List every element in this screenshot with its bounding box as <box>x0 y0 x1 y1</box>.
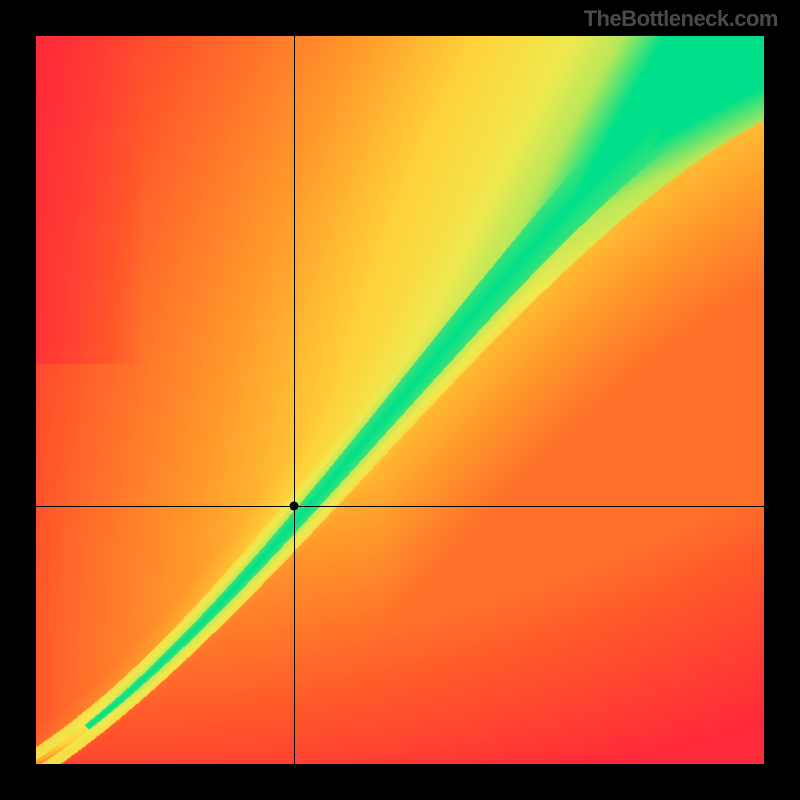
crosshair-vertical <box>294 36 295 764</box>
crosshair-horizontal <box>36 506 764 507</box>
attribution-text: TheBottleneck.com <box>584 6 778 32</box>
heatmap-canvas <box>36 36 764 764</box>
heatmap-plot <box>36 36 764 764</box>
crosshair-marker <box>290 501 299 510</box>
